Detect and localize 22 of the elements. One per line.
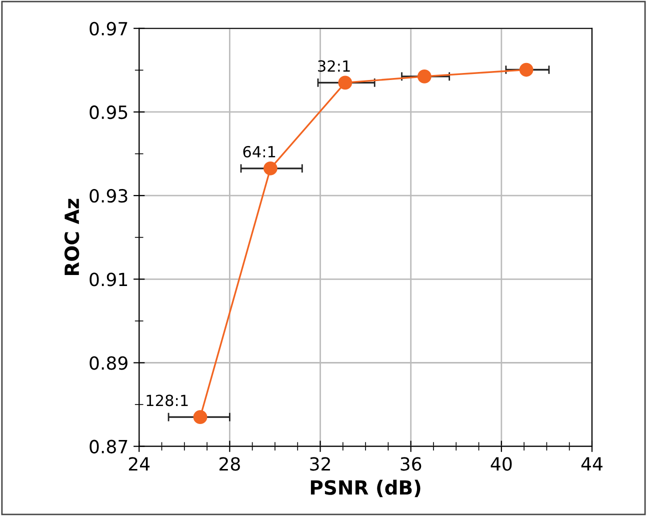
- point: [338, 76, 352, 90]
- point: [417, 70, 432, 84]
- x-tick-label: 24: [128, 457, 150, 470]
- x-tick-label: 28: [220, 457, 240, 471]
- y-tick-label: 0.91: [90, 272, 128, 286]
- y-tick-label: 0.87: [90, 440, 128, 454]
- x-axis-title: PSNR (dB): [310, 480, 420, 498]
- x-tick-label: 36: [400, 457, 422, 471]
- y-tick-label: 0.97: [90, 22, 128, 36]
- x-tick-label: 40: [490, 457, 512, 471]
- point: [264, 161, 278, 176]
- y-tick-label: 0.89: [90, 356, 128, 370]
- annotation: 64:1: [243, 146, 276, 158]
- annotation: 128:1: [146, 394, 188, 406]
- x-tick-label: 32: [310, 457, 330, 471]
- x-tick-label: 44: [581, 457, 602, 470]
- annotation: 32:1: [318, 60, 350, 72]
- y-tick-label: 0.93: [90, 189, 128, 203]
- y-tick-label: 0.95: [90, 105, 128, 120]
- point: [193, 410, 208, 424]
- point: [519, 62, 534, 77]
- y-axis-title: ROC Az: [64, 198, 80, 276]
